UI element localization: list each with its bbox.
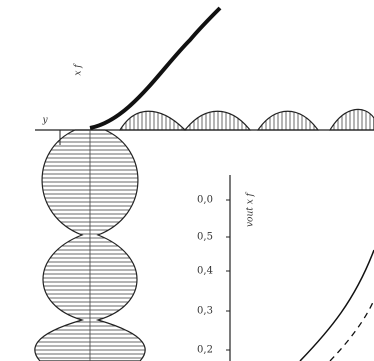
thick-curve (89, 6, 222, 130)
left-label: y (41, 116, 48, 126)
humps (118, 108, 374, 131)
dashed-curve (329, 299, 374, 361)
tick-label: 0,3 (197, 306, 213, 317)
axis-label: vout x f (246, 191, 256, 227)
top-label: x f (74, 63, 84, 76)
solid-curve (299, 249, 374, 361)
tick-label: 0,0 (197, 195, 213, 206)
tick-label: 0,2 (197, 345, 213, 356)
tick-label: 0,4 (197, 266, 213, 277)
axis-ticks (226, 199, 230, 351)
tick-label: 0,5 (197, 232, 213, 243)
